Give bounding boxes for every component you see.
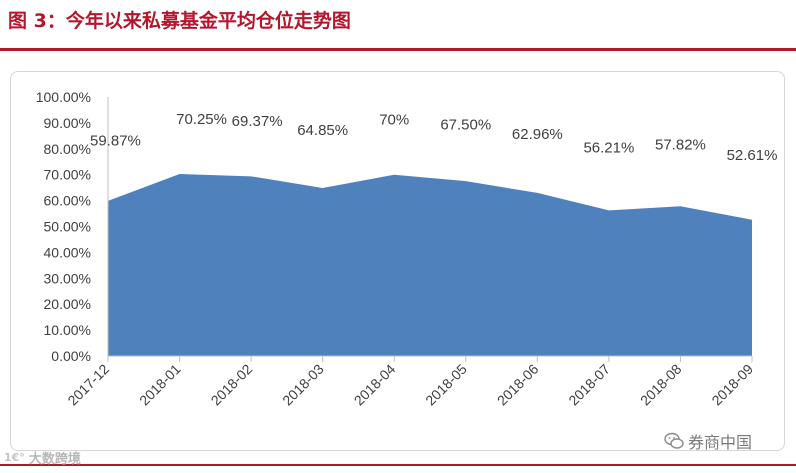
x-tick-label: 2018-09 bbox=[708, 361, 756, 409]
source-logo-text: 大数跨境 bbox=[28, 452, 81, 467]
data-label: 59.87% bbox=[90, 132, 141, 149]
title-rule bbox=[0, 48, 796, 51]
data-label: 62.96% bbox=[512, 126, 563, 143]
y-tick-label: 70.00% bbox=[44, 167, 91, 183]
watermark: 券商中国 bbox=[664, 429, 752, 453]
data-label: 70% bbox=[379, 112, 409, 129]
data-label: 64.85% bbox=[297, 122, 348, 139]
y-tick-label: 90.00% bbox=[44, 115, 91, 131]
watermark-text: 券商中国 bbox=[688, 433, 753, 452]
data-label: 69.37% bbox=[232, 113, 283, 130]
x-tick-label: 2018-07 bbox=[565, 361, 613, 409]
x-tick-label: 2018-08 bbox=[637, 361, 685, 409]
data-label: 56.21% bbox=[583, 140, 634, 157]
y-tick-label: 30.00% bbox=[44, 270, 91, 286]
x-tick-label: 2018-01 bbox=[136, 361, 184, 409]
wechat-icon bbox=[664, 432, 684, 450]
data-label: 52.61% bbox=[727, 147, 778, 164]
x-tick-label: 2018-05 bbox=[422, 361, 470, 409]
y-tick-label: 50.00% bbox=[44, 219, 91, 235]
y-tick-label: 10.00% bbox=[44, 322, 91, 338]
x-tick-label: 2018-04 bbox=[351, 361, 399, 409]
source-logo: 1€° 大数跨境 bbox=[4, 448, 81, 467]
data-label: 67.50% bbox=[440, 117, 491, 134]
bottom-rule bbox=[0, 464, 796, 466]
y-tick-label: 0.00% bbox=[51, 348, 91, 364]
figure-title: 图 3：今年以来私募基金平均仓位走势图 bbox=[8, 10, 351, 32]
y-tick-label: 20.00% bbox=[44, 296, 91, 312]
x-tick-label: 2017-12 bbox=[64, 361, 112, 409]
x-tick-label: 2018-03 bbox=[279, 361, 327, 409]
y-tick-label: 40.00% bbox=[44, 244, 91, 260]
y-tick-label: 80.00% bbox=[44, 141, 91, 157]
x-tick-label: 2018-06 bbox=[494, 361, 542, 409]
data-label: 70.25% bbox=[176, 111, 227, 128]
y-tick-label: 60.00% bbox=[44, 193, 91, 209]
data-label: 57.82% bbox=[655, 136, 706, 153]
x-tick-label: 2018-02 bbox=[208, 361, 256, 409]
source-logo-mark: 1€° bbox=[4, 451, 25, 464]
area-series bbox=[108, 174, 752, 356]
y-tick-label: 100.00% bbox=[36, 89, 91, 105]
